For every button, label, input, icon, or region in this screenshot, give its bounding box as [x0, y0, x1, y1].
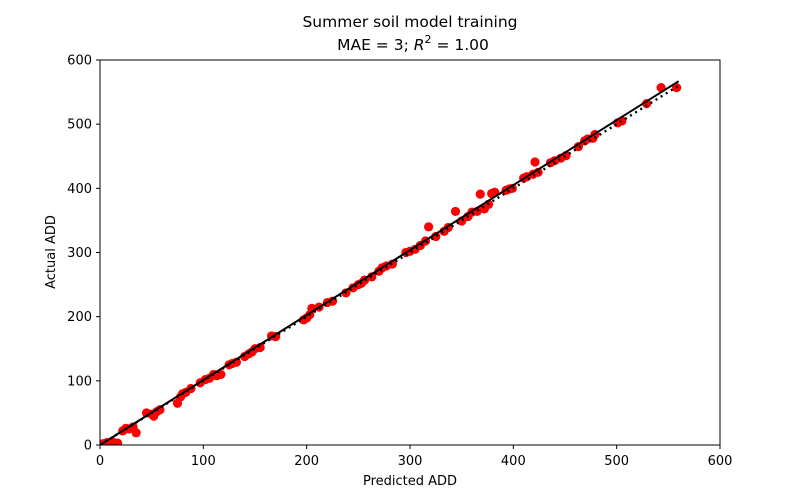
x-tick-label: 300 — [398, 454, 423, 469]
y-tick-label: 100 — [67, 374, 92, 389]
x-tick-label: 500 — [604, 454, 629, 469]
data-point-84 — [573, 142, 584, 152]
y-tick-label: 600 — [67, 54, 92, 69]
x-tick-label: 100 — [191, 454, 216, 469]
y-tick-label: 400 — [67, 182, 92, 197]
x-tick-label: 600 — [708, 454, 733, 469]
x-tick-label: 0 — [96, 454, 104, 469]
chart-title: Summer soil model training — [302, 13, 517, 31]
data-point-67 — [475, 189, 485, 199]
data-point-58 — [424, 222, 434, 232]
subtitle-suffix: = 1.00 — [432, 36, 489, 54]
y-tick-label: 300 — [67, 246, 92, 261]
data-point-4 — [112, 438, 123, 445]
data-point-78 — [530, 157, 540, 167]
y-tick-label: 200 — [67, 310, 92, 325]
x-tick-label: 200 — [294, 454, 319, 469]
chart-subtitle: MAE = 3; R2 = 1.00 — [337, 33, 489, 54]
fit-line — [100, 80, 680, 445]
data-point-91 — [642, 99, 652, 109]
subtitle-r-superscript: 2 — [425, 33, 432, 46]
x-axis-ticks: 0 100 200 300 400 500 600 — [96, 445, 733, 469]
y-tick-label: 500 — [67, 118, 92, 133]
y-axis-ticks: 0 100 200 300 400 500 600 — [67, 54, 100, 454]
data-point-74 — [507, 183, 517, 193]
x-tick-label: 400 — [501, 454, 526, 469]
data-point-62 — [450, 206, 461, 217]
y-tick-label: 0 — [84, 439, 92, 454]
data-point-9 — [131, 428, 141, 438]
subtitle-prefix: MAE = 3; — [337, 36, 414, 54]
x-axis-label: Predicted ADD — [363, 474, 457, 489]
plot-content — [100, 80, 682, 445]
y-axis-label: Actual ADD — [44, 215, 59, 289]
subtitle-r-letter: R — [414, 36, 425, 54]
